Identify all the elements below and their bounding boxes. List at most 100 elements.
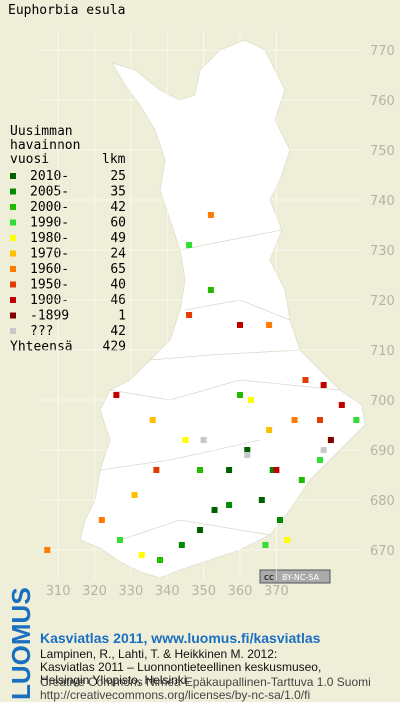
occurrence-square [338, 402, 345, 408]
legend-swatch [10, 250, 16, 257]
footer-link[interactable]: Kasviatlas 2011, www.luomus.fi/kasviatla… [40, 630, 321, 646]
legend-count: 24 [110, 247, 126, 262]
occurrence-square [153, 467, 160, 473]
license-badge: cc BY-NC-SA [259, 569, 331, 584]
x-tick-label: 340 [155, 584, 180, 599]
x-tick-label: 330 [118, 584, 143, 599]
legend-swatch [10, 281, 16, 288]
legend-swatch [10, 204, 16, 210]
legend-count: 42 [110, 200, 126, 215]
x-tick-label: 310 [46, 584, 71, 599]
legend-label: 1990- [30, 216, 69, 231]
citation: Helsingin Yliopisto, Helsinki. [40, 673, 190, 687]
y-tick-label: 700 [370, 394, 395, 409]
x-tick-label: 350 [191, 584, 216, 599]
x-tick-label: 370 [264, 584, 289, 599]
occurrence-square [320, 382, 327, 388]
y-tick-label: 730 [370, 244, 395, 259]
occurrence-square [182, 437, 189, 443]
y-tick-label: 720 [370, 294, 395, 309]
legend-swatch [10, 173, 16, 179]
legend-count-heading: lkm [102, 152, 126, 167]
legend-heading: havainnon [10, 138, 80, 153]
y-tick-label: 770 [370, 44, 395, 59]
occurrence-square [320, 447, 327, 453]
occurrence-square [327, 437, 334, 443]
occurrence-square [149, 417, 156, 423]
occurrence-square [317, 457, 323, 463]
x-tick-label: 360 [228, 584, 253, 599]
occurrence-square [237, 392, 243, 398]
citation: Kasviatlas 2011 – Luonnontieteellinen ke… [40, 660, 321, 674]
legend-label: ??? [30, 324, 53, 339]
occurrence-square [138, 552, 145, 558]
legend-count: 35 [110, 185, 126, 200]
y-tick-label: 760 [370, 94, 395, 109]
occurrence-square [186, 242, 193, 248]
occurrence-square [117, 537, 123, 543]
y-tick-label: 670 [370, 544, 395, 559]
occurrence-square [237, 322, 243, 328]
legend-count: 25 [110, 169, 126, 184]
logo: LUOMUS [6, 587, 36, 700]
occurrence-square [244, 447, 251, 453]
legend-label: 1950- [30, 278, 69, 293]
legend-count: 65 [110, 262, 126, 277]
occurrence-square [200, 437, 207, 443]
legend-heading: Uusimman [10, 124, 73, 139]
occurrence-square [269, 467, 276, 473]
legend-label: 2000- [30, 200, 69, 215]
legend-swatch [10, 328, 16, 334]
license: http://creativecommons.org/licenses/by-n… [40, 688, 310, 702]
y-tick-label: 710 [370, 344, 395, 359]
occurrence-square [131, 492, 138, 498]
legend-label: 2005- [30, 185, 69, 200]
occurrence-square [262, 542, 269, 548]
total-label: Yhteensä [10, 340, 73, 355]
occurrence-square [197, 467, 203, 473]
legend-swatch [10, 266, 16, 272]
badge-cc: cc [264, 573, 274, 583]
legend-label: 1960- [30, 262, 69, 277]
occurrence-square [273, 467, 280, 473]
badge-box [259, 569, 331, 584]
citation: Lampinen, R., Lahti, T. & Heikkinen M. 2… [40, 647, 277, 661]
occurrence-square [317, 417, 323, 423]
occurrence-square [157, 557, 163, 563]
legend-label: 2010- [30, 169, 69, 184]
occurrence-square [266, 427, 273, 433]
occurrence-square [298, 477, 305, 483]
legend-swatch [10, 235, 16, 241]
legend-count: 1 [118, 309, 126, 324]
legend-swatch [10, 312, 16, 319]
occurrence-square [244, 452, 251, 458]
y-tick-label: 690 [370, 444, 395, 459]
occurrence-square [44, 547, 51, 553]
grid [40, 30, 360, 580]
legend-count: 42 [110, 324, 126, 339]
legend-label: -1899 [30, 309, 69, 324]
occurrence-square [207, 212, 214, 218]
legend-swatch [10, 188, 16, 195]
occurrence-square [302, 377, 309, 383]
occurrence-square [258, 497, 265, 503]
occurrence-square [277, 517, 283, 523]
occurrence-square [247, 397, 254, 403]
title: Euphorbia esula [8, 3, 125, 18]
legend-count: 40 [110, 278, 126, 293]
occurrence-square [226, 502, 233, 508]
legend-count: 49 [110, 231, 126, 246]
legend-heading: vuosi [10, 152, 49, 167]
legend-swatch [10, 297, 16, 303]
occurrence-square [211, 507, 218, 513]
occurrence-square [98, 517, 105, 523]
occurrence-square [207, 287, 214, 293]
occurrence-square [186, 312, 193, 318]
y-tick-label: 680 [370, 494, 395, 509]
badge-text: BY-NC-SA [282, 573, 320, 582]
legend-label: 1900- [30, 293, 69, 308]
legend-swatch [10, 219, 16, 226]
occurrence-square [291, 417, 298, 423]
